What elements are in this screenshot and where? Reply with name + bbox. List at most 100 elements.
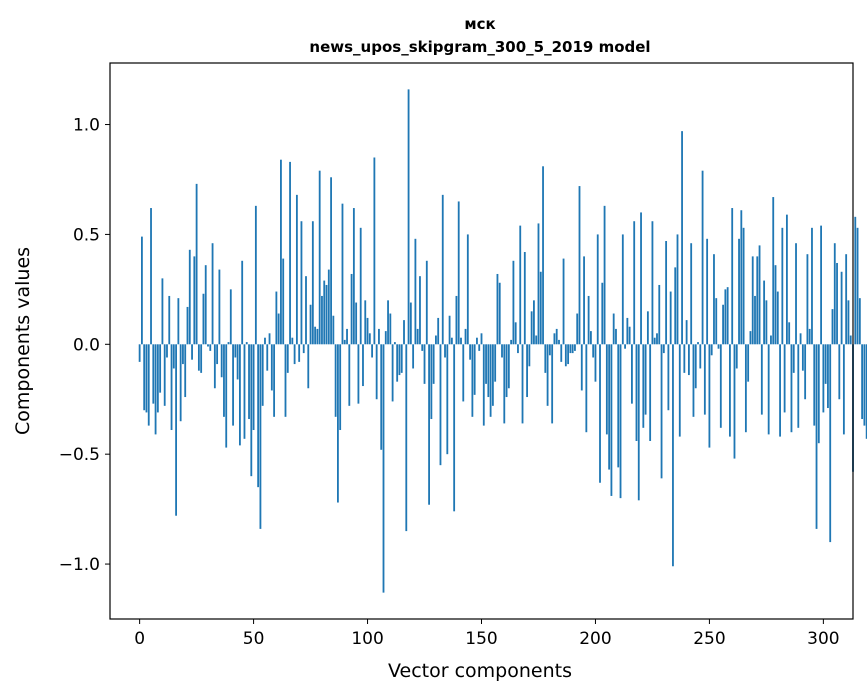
bar — [195, 183, 198, 345]
bar — [820, 225, 822, 345]
bar — [266, 344, 269, 371]
bar — [662, 344, 665, 354]
bar — [533, 300, 535, 345]
bar — [168, 295, 171, 345]
bar — [275, 291, 278, 345]
bar — [184, 344, 187, 398]
bar — [514, 322, 517, 345]
bar — [435, 335, 437, 345]
bar — [302, 344, 305, 354]
bar — [849, 335, 852, 345]
bar — [428, 344, 430, 505]
bar — [703, 344, 706, 415]
bar — [842, 344, 845, 435]
bar — [569, 344, 572, 354]
bar — [211, 243, 214, 345]
bar — [642, 344, 645, 428]
bar — [578, 186, 581, 345]
bar — [512, 260, 515, 345]
bar — [519, 225, 522, 345]
bar — [608, 344, 611, 470]
bar — [284, 344, 287, 417]
bar — [213, 344, 216, 389]
bar — [191, 344, 193, 360]
bar — [163, 344, 166, 406]
bar — [856, 227, 859, 345]
bar — [391, 344, 394, 402]
bar — [706, 238, 709, 345]
bar — [364, 300, 367, 345]
bar — [715, 298, 718, 345]
bar — [355, 302, 358, 345]
bar — [592, 344, 595, 358]
bar — [337, 344, 339, 503]
bar — [307, 344, 310, 389]
bar — [829, 344, 832, 543]
bar — [772, 197, 775, 345]
bar — [558, 339, 560, 345]
bar — [692, 344, 695, 417]
bar — [740, 210, 743, 345]
chart-subtitle: news_upos_skipgram_300_5_2019 model — [309, 38, 650, 56]
bar — [432, 344, 435, 384]
bar — [357, 344, 360, 404]
bar — [147, 344, 150, 426]
bar — [277, 313, 280, 345]
bar — [537, 223, 540, 345]
bar — [719, 344, 722, 428]
x-tick-label: 150 — [465, 629, 497, 649]
bar — [530, 311, 533, 345]
bar — [330, 177, 332, 345]
bar — [346, 328, 348, 345]
bar — [473, 344, 476, 395]
bar — [252, 344, 255, 431]
bar — [621, 234, 624, 345]
bar — [439, 344, 442, 466]
bar — [254, 205, 257, 345]
bar — [747, 344, 750, 382]
bar — [672, 344, 674, 567]
bar — [305, 276, 307, 345]
bar — [175, 344, 177, 516]
y-tick-label: −0.5 — [59, 445, 100, 465]
bar — [332, 315, 335, 345]
bar — [733, 344, 736, 459]
bar — [245, 342, 248, 345]
bar — [804, 344, 807, 400]
bar — [409, 302, 412, 345]
bar — [585, 344, 588, 433]
bar — [455, 295, 458, 345]
bar — [799, 333, 802, 345]
bar — [453, 344, 456, 512]
bar — [708, 344, 711, 448]
bar — [546, 344, 549, 406]
bar — [542, 166, 544, 345]
bar — [323, 280, 326, 345]
bar — [373, 157, 376, 345]
bar — [282, 258, 285, 345]
bar — [334, 344, 337, 417]
bar — [441, 194, 444, 345]
bar — [635, 344, 638, 441]
bar — [466, 234, 469, 345]
bar — [813, 344, 816, 426]
bar — [325, 284, 328, 345]
bar — [425, 260, 428, 345]
bar — [681, 131, 683, 345]
bar — [726, 287, 729, 345]
bar — [831, 309, 834, 345]
bar — [729, 344, 731, 437]
bar — [551, 344, 554, 424]
bar — [270, 344, 273, 391]
bar — [141, 236, 143, 345]
x-axis-ticks: 0 50 100 150 200 250 300 — [134, 619, 840, 649]
bar — [669, 291, 672, 345]
bar — [359, 227, 362, 345]
bar — [498, 282, 501, 345]
bar — [200, 344, 203, 373]
x-tick-label: 100 — [351, 629, 383, 649]
bar — [758, 245, 761, 345]
bar — [150, 208, 152, 345]
bar — [400, 344, 403, 373]
bar — [790, 344, 793, 433]
